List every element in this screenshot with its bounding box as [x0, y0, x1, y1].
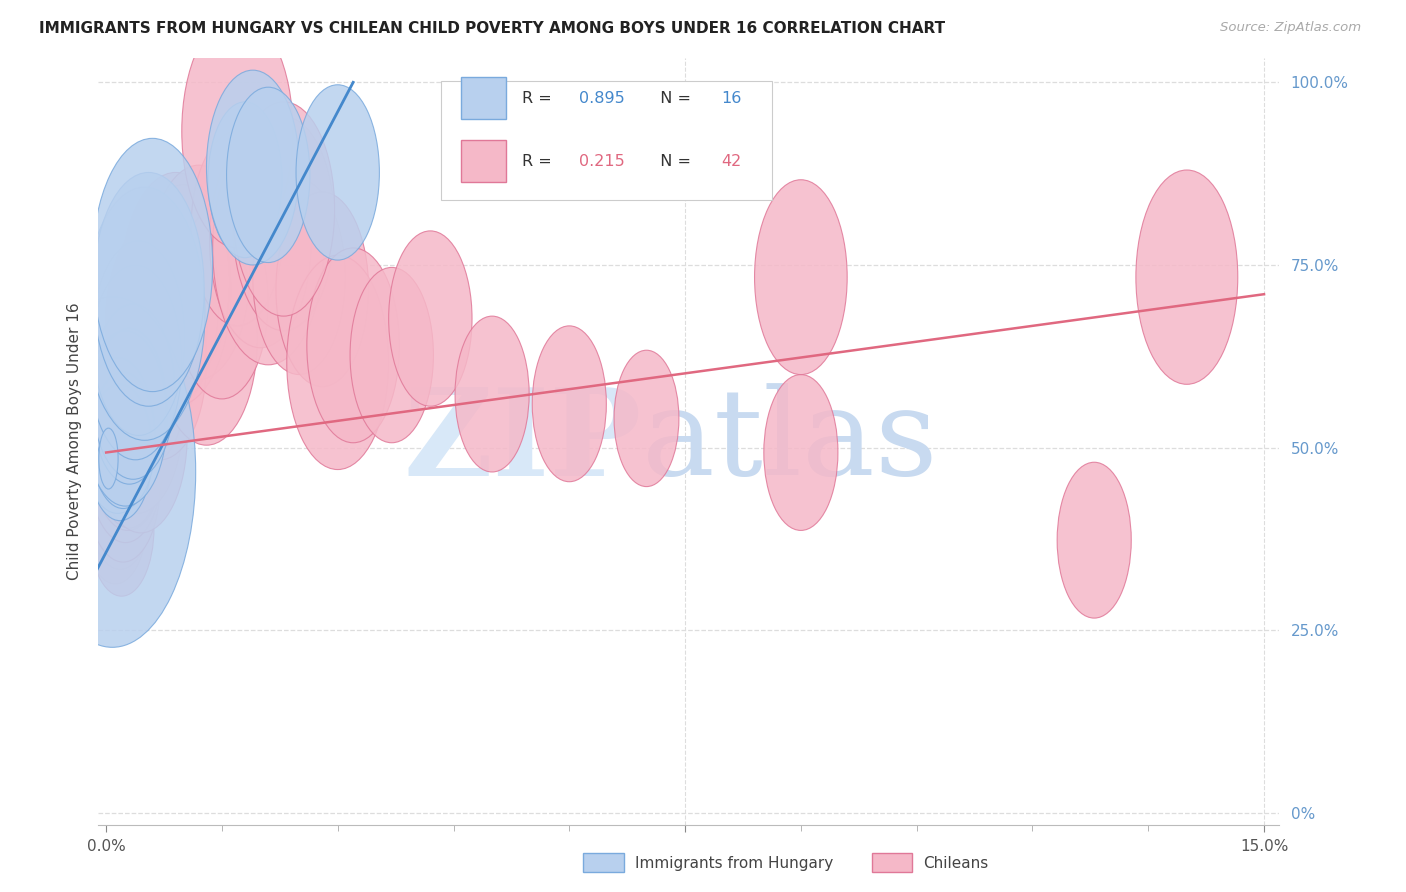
- Ellipse shape: [533, 326, 606, 482]
- Ellipse shape: [156, 231, 257, 445]
- Ellipse shape: [97, 392, 162, 528]
- Ellipse shape: [111, 309, 186, 465]
- Ellipse shape: [93, 328, 166, 484]
- Ellipse shape: [456, 316, 529, 472]
- Ellipse shape: [73, 394, 148, 549]
- Text: Chileans: Chileans: [924, 856, 988, 871]
- Text: N =: N =: [650, 91, 696, 106]
- Ellipse shape: [84, 187, 205, 441]
- Ellipse shape: [120, 172, 231, 406]
- Ellipse shape: [181, 14, 292, 248]
- Ellipse shape: [763, 375, 838, 531]
- Ellipse shape: [191, 131, 284, 326]
- Ellipse shape: [93, 172, 204, 406]
- Ellipse shape: [98, 428, 118, 489]
- Text: 0.215: 0.215: [579, 153, 624, 169]
- Text: R =: R =: [523, 153, 557, 169]
- Ellipse shape: [93, 241, 184, 435]
- Ellipse shape: [87, 433, 152, 569]
- Ellipse shape: [87, 384, 152, 521]
- Ellipse shape: [117, 194, 219, 409]
- FancyBboxPatch shape: [441, 81, 772, 200]
- Ellipse shape: [91, 318, 183, 514]
- Text: 42: 42: [721, 153, 741, 169]
- Ellipse shape: [148, 165, 250, 379]
- FancyBboxPatch shape: [461, 77, 506, 120]
- Ellipse shape: [111, 251, 194, 425]
- FancyBboxPatch shape: [461, 140, 506, 182]
- Text: Source: ZipAtlas.com: Source: ZipAtlas.com: [1220, 21, 1361, 34]
- Text: 0.895: 0.895: [579, 91, 624, 106]
- Ellipse shape: [208, 102, 283, 258]
- Ellipse shape: [86, 409, 150, 545]
- Text: Immigrants from Hungary: Immigrants from Hungary: [636, 856, 834, 871]
- Ellipse shape: [82, 428, 146, 565]
- Ellipse shape: [176, 204, 269, 399]
- Ellipse shape: [114, 265, 207, 459]
- Ellipse shape: [89, 387, 163, 542]
- Ellipse shape: [91, 304, 174, 479]
- Ellipse shape: [233, 102, 335, 316]
- Ellipse shape: [83, 448, 148, 584]
- Ellipse shape: [108, 285, 181, 441]
- Ellipse shape: [207, 70, 299, 265]
- Ellipse shape: [226, 87, 309, 262]
- Ellipse shape: [614, 351, 679, 487]
- Ellipse shape: [100, 360, 165, 496]
- Ellipse shape: [86, 406, 160, 562]
- Ellipse shape: [297, 85, 380, 260]
- Ellipse shape: [91, 375, 165, 531]
- Ellipse shape: [253, 180, 346, 375]
- Ellipse shape: [276, 192, 368, 387]
- Ellipse shape: [755, 180, 848, 375]
- Ellipse shape: [1057, 462, 1132, 618]
- Ellipse shape: [94, 338, 187, 533]
- Ellipse shape: [105, 219, 207, 433]
- Ellipse shape: [350, 268, 433, 442]
- Text: atlas: atlas: [641, 383, 938, 500]
- Ellipse shape: [89, 265, 181, 459]
- Text: ZIP: ZIP: [404, 383, 641, 500]
- Ellipse shape: [84, 331, 167, 506]
- Ellipse shape: [388, 231, 472, 406]
- Ellipse shape: [91, 331, 174, 506]
- Ellipse shape: [98, 321, 173, 477]
- Ellipse shape: [307, 248, 399, 442]
- Text: N =: N =: [650, 153, 696, 169]
- Ellipse shape: [212, 131, 323, 365]
- Ellipse shape: [91, 372, 156, 508]
- Ellipse shape: [80, 358, 155, 514]
- Ellipse shape: [136, 185, 229, 379]
- Ellipse shape: [93, 138, 212, 392]
- Y-axis label: Child Poverty Among Boys Under 16: Child Poverty Among Boys Under 16: [66, 302, 82, 581]
- Text: 16: 16: [721, 91, 741, 106]
- Ellipse shape: [1136, 170, 1237, 384]
- Text: R =: R =: [523, 91, 557, 106]
- Ellipse shape: [233, 117, 335, 331]
- Ellipse shape: [89, 459, 155, 596]
- Ellipse shape: [30, 297, 195, 648]
- Ellipse shape: [209, 134, 312, 348]
- Text: IMMIGRANTS FROM HUNGARY VS CHILEAN CHILD POVERTY AMONG BOYS UNDER 16 CORRELATION: IMMIGRANTS FROM HUNGARY VS CHILEAN CHILD…: [39, 21, 945, 36]
- Ellipse shape: [287, 255, 388, 469]
